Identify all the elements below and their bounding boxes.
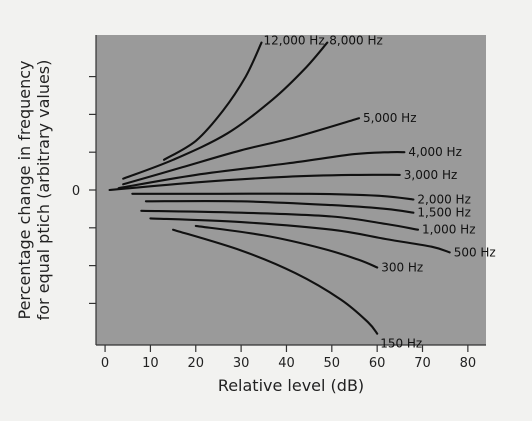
- series-line: [122, 41, 329, 180]
- series-line: [194, 224, 379, 269]
- series-layer: 12,000 Hz 8,000 Hz 5,000 Hz 4,000 Hz 3,000 H…: [108, 34, 496, 351]
- series-label: 1,500 Hz: [417, 206, 471, 220]
- series-label: 150 Hz: [380, 337, 422, 351]
- series-label: 300 Hz: [381, 261, 423, 275]
- y-axis-title-line-2: for equal ptich (arbitrary values): [34, 60, 53, 321]
- x-tick-label: 30: [233, 356, 250, 371]
- series-label: 4,000 Hz: [408, 145, 462, 159]
- series-line: [172, 228, 379, 335]
- series-label: 3,000 Hz: [404, 168, 458, 182]
- y-ticks: 0: [72, 75, 96, 305]
- series-line: [131, 192, 415, 201]
- series-label: 8,000 Hz: [329, 34, 383, 48]
- y-axis-title: Percentage change in frequency for equal…: [15, 60, 53, 321]
- x-tick-label: 0: [101, 356, 109, 371]
- series-line: [149, 217, 451, 254]
- series-label: 12,000 Hz: [264, 34, 325, 48]
- x-tick-label: 40: [278, 356, 295, 371]
- x-tick-label: 70: [414, 356, 431, 371]
- series-line: [108, 173, 401, 192]
- series-line: [117, 151, 406, 190]
- x-tick-label: 60: [369, 356, 386, 371]
- x-tick-label: 50: [324, 356, 341, 371]
- series-line: [140, 209, 420, 231]
- x-tick-label: 80: [460, 356, 477, 371]
- x-tick-label: 10: [142, 356, 159, 371]
- series-line: [144, 199, 415, 214]
- x-axis-title: Relative level (dB): [218, 376, 364, 395]
- series-line: [162, 41, 263, 161]
- series-label: 2,000 Hz: [417, 193, 471, 207]
- series-label: 500 Hz: [454, 245, 496, 259]
- y-axis-title-line-1: Percentage change in frequency: [15, 61, 34, 320]
- series-label: 5,000 Hz: [363, 111, 417, 125]
- y-tick-label: 0: [72, 184, 80, 199]
- x-ticks: 0 10 20 30 40 50 60 70 80: [101, 345, 476, 371]
- series-label: 1,000 Hz: [422, 223, 476, 237]
- x-tick-label: 20: [187, 356, 204, 371]
- series-line: [122, 117, 361, 186]
- plot-area: [96, 35, 486, 345]
